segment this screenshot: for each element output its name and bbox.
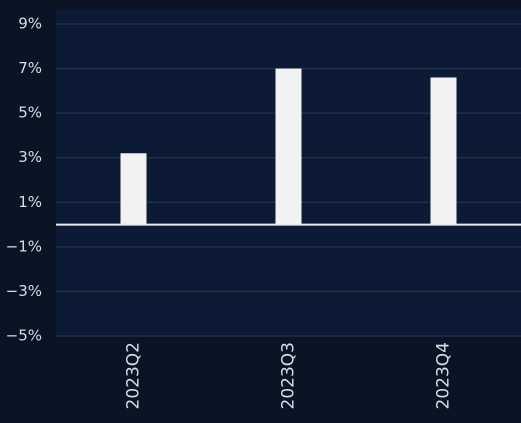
y-tick-label: −1% [6, 237, 42, 255]
bar [120, 153, 147, 225]
y-tick-label: 7% [18, 59, 42, 77]
x-tick-label: 2023Q4 [434, 342, 454, 409]
bar [275, 68, 302, 225]
y-tick-label: 5% [18, 104, 42, 122]
x-tick-label: 2023Q3 [279, 342, 299, 409]
y-tick-label: 1% [18, 193, 42, 211]
x-tick-label: 2023Q2 [124, 342, 144, 409]
bar [430, 77, 457, 225]
y-tick-label: −5% [6, 327, 42, 345]
y-tick-label: 3% [18, 148, 42, 166]
y-tick-label: 9% [18, 15, 42, 33]
y-tick-label: −3% [6, 282, 42, 300]
